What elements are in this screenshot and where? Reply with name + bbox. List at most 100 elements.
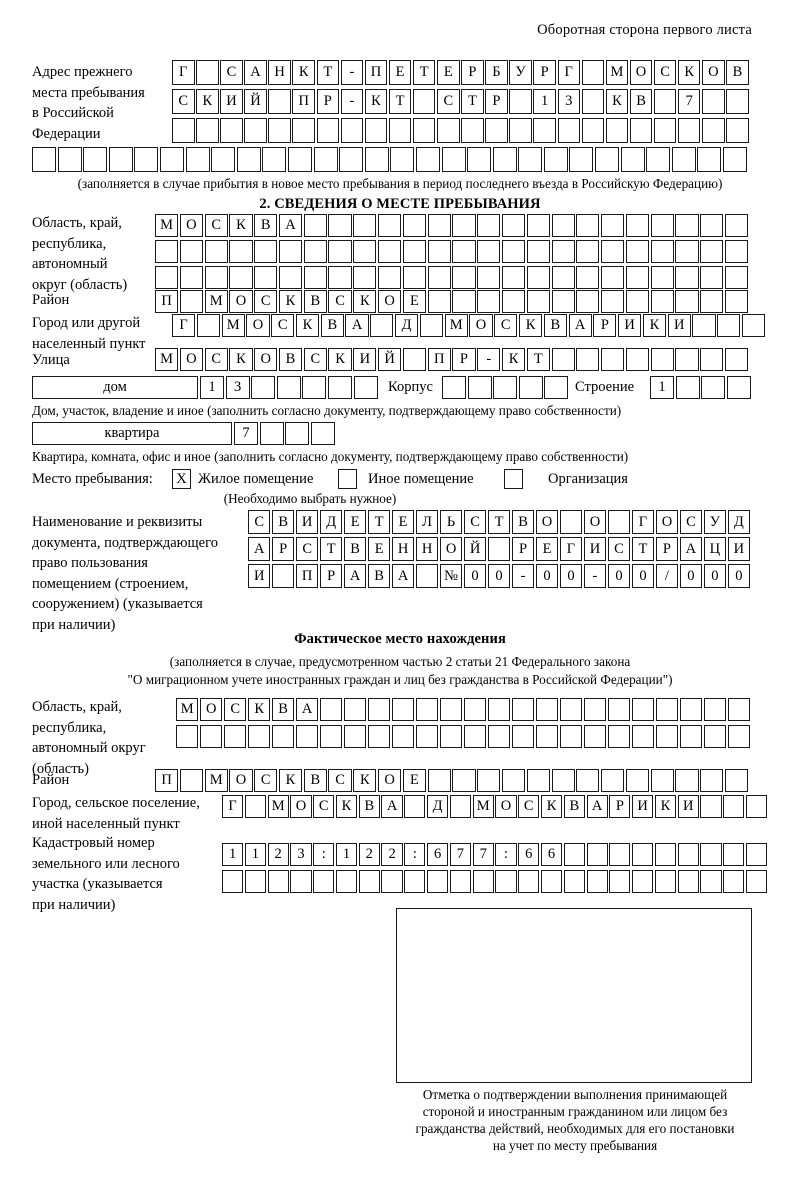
region-cell-r2-19[interactable]: [601, 240, 625, 263]
region-cell-r1-24[interactable]: [724, 214, 749, 237]
actual-district-cell-23[interactable]: [700, 769, 724, 792]
region-cell-r1-23[interactable]: [700, 214, 724, 237]
document-cell-r3-4[interactable]: Р: [319, 564, 343, 588]
korpus-cell-5[interactable]: [544, 376, 569, 399]
house-cell-2[interactable]: 3: [225, 376, 250, 399]
cadastral-cell-r1-4[interactable]: 3: [290, 843, 312, 866]
prev-address-cell-r1-17[interactable]: Г: [557, 60, 580, 85]
cadastral-row-2[interactable]: [222, 870, 768, 893]
flat-number-cells[interactable]: 7: [234, 422, 335, 445]
document-cell-r1-1[interactable]: С: [248, 510, 271, 534]
actual-region-cell-r1-16[interactable]: [535, 698, 559, 721]
prev-address-cell-r3-2[interactable]: [196, 118, 219, 143]
region-cell-r2-17[interactable]: [551, 240, 575, 263]
city-cell-1[interactable]: Г: [172, 314, 196, 337]
house-cell-4[interactable]: [276, 376, 301, 399]
prev-address-cell-r4-6[interactable]: [159, 147, 184, 172]
city-cell-13[interactable]: О: [469, 314, 493, 337]
prev-address-cell-r2-9[interactable]: К: [364, 89, 388, 114]
city-cell-19[interactable]: И: [618, 314, 642, 337]
district-cell-19[interactable]: [601, 290, 625, 313]
street-cell-3[interactable]: С: [204, 348, 228, 371]
prev-address-cell-r2-12[interactable]: С: [437, 89, 460, 114]
city-cell-15[interactable]: К: [518, 314, 543, 337]
street-cell-11[interactable]: [402, 348, 426, 371]
document-cell-r1-10[interactable]: С: [463, 510, 487, 534]
stroenie-cell-3[interactable]: [701, 376, 726, 399]
document-cell-r1-18[interactable]: О: [655, 510, 679, 534]
prev-address-cell-r3-14[interactable]: [485, 118, 508, 143]
korpus-cells[interactable]: [442, 376, 569, 399]
district-cell-5[interactable]: С: [254, 290, 278, 313]
house-cell-5[interactable]: [302, 376, 327, 399]
prev-address-cell-r3-18[interactable]: [581, 118, 605, 143]
cadastral-cell-r2-10[interactable]: [427, 870, 449, 893]
actual-region-cell-r2-12[interactable]: [439, 725, 463, 748]
prev-address-cell-r2-7[interactable]: Р: [316, 89, 340, 114]
street-cell-1[interactable]: М: [155, 348, 179, 371]
region-cell-r2-4[interactable]: [229, 240, 253, 263]
region-cell-r1-15[interactable]: [501, 214, 526, 237]
prev-address-cell-r4-24[interactable]: [620, 147, 645, 172]
cadastral-cell-r1-17[interactable]: [586, 843, 608, 866]
cadastral-cell-r1-8[interactable]: 2: [381, 843, 403, 866]
prev-address-cell-r2-8[interactable]: -: [340, 89, 364, 114]
document-cell-r1-17[interactable]: Г: [631, 510, 655, 534]
prev-address-cell-r3-3[interactable]: [220, 118, 243, 143]
region-cell-r2-1[interactable]: [155, 240, 179, 263]
actual-region-cell-r2-23[interactable]: [703, 725, 727, 748]
flat-cell-1[interactable]: 7: [234, 422, 258, 445]
region-cell-r1-2[interactable]: О: [179, 214, 203, 237]
prev-address-cell-r4-19[interactable]: [492, 147, 517, 172]
korpus-cell-1[interactable]: [442, 376, 466, 399]
prev-address-cell-r4-2[interactable]: [57, 147, 82, 172]
prev-address-cell-r4-23[interactable]: [595, 147, 620, 172]
cadastral-cell-r1-22[interactable]: [700, 843, 722, 866]
actual-region-cell-r1-18[interactable]: [583, 698, 607, 721]
prev-address-cell-r1-19[interactable]: М: [605, 60, 629, 85]
prev-address-cell-r1-5[interactable]: Н: [268, 60, 291, 85]
district-cell-24[interactable]: [724, 290, 749, 313]
region-cell-r3-3[interactable]: [204, 266, 228, 289]
prev-address-row-4[interactable]: [32, 147, 748, 172]
prev-address-cell-r1-20[interactable]: О: [629, 60, 653, 85]
district-cell-11[interactable]: Е: [402, 290, 426, 313]
actual-city-cell-3[interactable]: М: [267, 795, 289, 818]
actual-city-cell-21[interactable]: И: [677, 795, 699, 818]
document-cell-r3-21[interactable]: 0: [727, 564, 751, 588]
street-cell-24[interactable]: [724, 348, 749, 371]
cadastral-cell-r2-5[interactable]: [313, 870, 335, 893]
document-cell-r1-21[interactable]: Д: [727, 510, 751, 534]
document-cell-r1-5[interactable]: Е: [343, 510, 367, 534]
prev-address-cell-r4-22[interactable]: [569, 147, 594, 172]
cadastral-cell-r2-23[interactable]: [723, 870, 745, 893]
document-field-row-3[interactable]: И П Р А В А № 0 0-0 0-0 0/0 0 0: [248, 564, 751, 588]
region-cell-r1-20[interactable]: [625, 214, 650, 237]
actual-district-cell-18[interactable]: [576, 769, 600, 792]
actual-region-cell-r1-4[interactable]: К: [247, 698, 271, 721]
document-cell-r1-14[interactable]: [559, 510, 583, 534]
document-cell-r2-12[interactable]: Р: [511, 537, 535, 561]
actual-district-cell-11[interactable]: Е: [402, 769, 426, 792]
actual-region-cell-r2-13[interactable]: [463, 725, 487, 748]
street-cell-2[interactable]: О: [179, 348, 203, 371]
prev-address-cell-r4-16[interactable]: [415, 147, 440, 172]
document-cell-r2-21[interactable]: И: [727, 537, 751, 561]
city-cell-7[interactable]: В: [320, 314, 344, 337]
korpus-cell-3[interactable]: [493, 376, 518, 399]
district-cell-8[interactable]: С: [328, 290, 352, 313]
city-cell-18[interactable]: Р: [593, 314, 617, 337]
prev-address-cell-r1-4[interactable]: А: [244, 60, 267, 85]
street-cell-20[interactable]: [625, 348, 650, 371]
prev-address-cell-r1-3[interactable]: С: [220, 60, 243, 85]
cadastral-cell-r2-13[interactable]: [495, 870, 517, 893]
actual-district-cell-22[interactable]: [675, 769, 699, 792]
region-row-3[interactable]: [155, 266, 749, 289]
street-cell-17[interactable]: [551, 348, 575, 371]
actual-region-cell-r2-6[interactable]: [295, 725, 319, 748]
region-cell-r1-18[interactable]: [576, 214, 600, 237]
actual-region-cell-r2-17[interactable]: [559, 725, 583, 748]
prev-address-cell-r1-15[interactable]: У: [509, 60, 532, 85]
city-cell-21[interactable]: И: [667, 314, 691, 337]
